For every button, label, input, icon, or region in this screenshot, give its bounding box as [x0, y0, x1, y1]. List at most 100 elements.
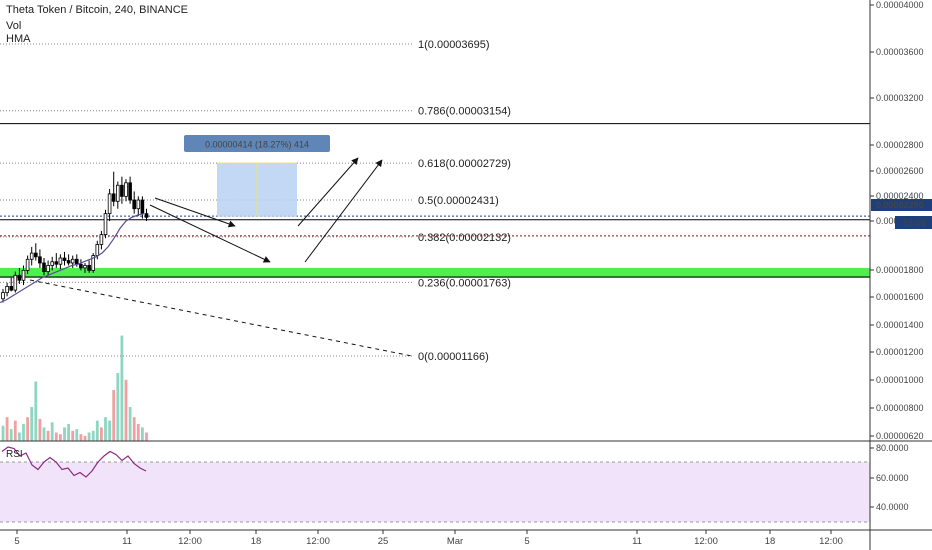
- time-tick-label: Mar: [447, 536, 463, 547]
- projection-arrow: [297, 157, 359, 227]
- price-tick-label: 0.00004000: [876, 0, 924, 10]
- volume-bar: [42, 427, 46, 441]
- price-tick-label: 0.000020: [876, 216, 914, 226]
- candle-body: [29, 252, 34, 260]
- hma-indicator-label[interactable]: HMA: [6, 33, 31, 45]
- trend-drawings[interactable]: [29, 157, 413, 357]
- volume-bar: [124, 379, 128, 441]
- volume-bar: [79, 434, 83, 441]
- price-tick-label: 0.00001600: [876, 292, 924, 302]
- fib-label: 1(0.00003695): [418, 39, 490, 51]
- candle-body: [21, 269, 26, 281]
- volume-bar: [1, 425, 5, 441]
- candle-body: [79, 263, 83, 269]
- fib-label: 0.236(0.00001763): [418, 277, 511, 289]
- volume-bar: [26, 417, 29, 441]
- time-tick-label: 12:00: [178, 536, 202, 547]
- candle-body: [75, 258, 79, 265]
- candle-body: [46, 265, 50, 273]
- candle-body: [128, 182, 132, 201]
- volume-bar: [71, 430, 75, 441]
- candle-body: [34, 252, 38, 258]
- rsi-indicator-label[interactable]: RSI: [6, 449, 23, 460]
- candle-body: [58, 257, 63, 265]
- candle-body: [99, 234, 104, 245]
- volume-bar: [91, 430, 95, 441]
- fib-label: 0.5(0.00002431): [418, 195, 499, 207]
- candle-body: [136, 199, 141, 210]
- time-tick-label: 5: [524, 536, 529, 547]
- time-tick-label: 12:00: [819, 536, 843, 547]
- volume-bar: [67, 424, 70, 441]
- time-tick-label: 11: [632, 536, 642, 547]
- volume-bar: [136, 424, 140, 441]
- support-zone-band: [0, 267, 870, 277]
- volume-bar: [145, 432, 148, 441]
- time-tick-label: 12:00: [694, 536, 718, 547]
- volume-bar: [59, 434, 62, 441]
- volume-bar: [13, 420, 17, 441]
- candle-body: [66, 260, 71, 264]
- current-price-label: 0.00002295: [876, 200, 924, 210]
- fib-label: 0(0.00001166): [418, 351, 489, 363]
- price-tick-label: 0.00000800: [876, 403, 924, 413]
- price-tick-label: 0.00003200: [876, 93, 924, 103]
- measure-label-bg: [184, 135, 330, 152]
- volume-bar: [22, 424, 25, 441]
- fib-label: 0.382(0.00002132): [418, 232, 511, 244]
- candle-body: [62, 257, 67, 261]
- volume-bar: [18, 432, 21, 441]
- volume-bar: [30, 407, 34, 441]
- price-tick-label: 0.00002600: [876, 166, 924, 176]
- volume-bar: [120, 335, 124, 441]
- countdown-badge: [895, 216, 932, 229]
- rsi-line: [1, 446, 147, 478]
- candle-body: [111, 193, 116, 202]
- price-tick-label: 0.00002800: [876, 140, 924, 150]
- volume-bar: [108, 420, 111, 441]
- volume-bar: [112, 390, 116, 441]
- price-tick-label: 0.00001200: [876, 347, 924, 357]
- candle-body: [83, 265, 87, 269]
- rsi-tick-label: 40.0000: [876, 502, 909, 512]
- vol-indicator-label[interactable]: Vol: [6, 20, 22, 32]
- candle-body: [38, 256, 42, 264]
- candle-body: [13, 274, 18, 291]
- hma-line: [0, 213, 145, 304]
- fibonacci-levels[interactable]: 1(0.00003695) 0.786(0.00003154) 0.618(0.00…: [0, 39, 511, 363]
- time-tick-label: 11: [122, 536, 132, 547]
- candle-body: [124, 182, 128, 197]
- volume-bar: [54, 432, 58, 441]
- volume-bar: [141, 427, 144, 441]
- candle-body: [120, 184, 124, 197]
- candle-body: [17, 274, 22, 281]
- price-tick-label: 0.00001400: [876, 320, 924, 330]
- price-tick-label: 0.00000620: [876, 431, 924, 441]
- price-range-measure[interactable]: 0.00000414 (18.27%) 414: [184, 135, 330, 217]
- rsi-band: [0, 462, 870, 522]
- time-tick-label: 18: [765, 536, 776, 547]
- candle-body: [5, 286, 9, 293]
- candle-body: [95, 244, 100, 256]
- volume-bar: [104, 417, 107, 441]
- projection-arrow: [304, 159, 383, 263]
- projection-arrow: [154, 197, 236, 228]
- candle-body: [1, 292, 5, 300]
- volume-bar: [50, 422, 54, 441]
- countdown-label: 55:48: [903, 218, 926, 228]
- volume-bar: [9, 429, 13, 441]
- candle-body: [87, 265, 91, 271]
- current-price-badge: [871, 199, 932, 211]
- fib-label: 0.786(0.00003154): [418, 106, 511, 118]
- candle-body: [50, 261, 54, 266]
- volume-bar: [5, 417, 9, 441]
- volume-bar: [100, 427, 103, 441]
- volume-bar: [46, 430, 50, 441]
- chart-title[interactable]: Theta Token / Bitcoin, 240, BINANCE: [6, 4, 188, 16]
- candle-body: [25, 258, 30, 271]
- candle-body: [91, 255, 96, 271]
- candle-body: [42, 262, 46, 273]
- rsi-tick-label: 80.0000: [876, 443, 909, 453]
- candle-body: [107, 193, 112, 215]
